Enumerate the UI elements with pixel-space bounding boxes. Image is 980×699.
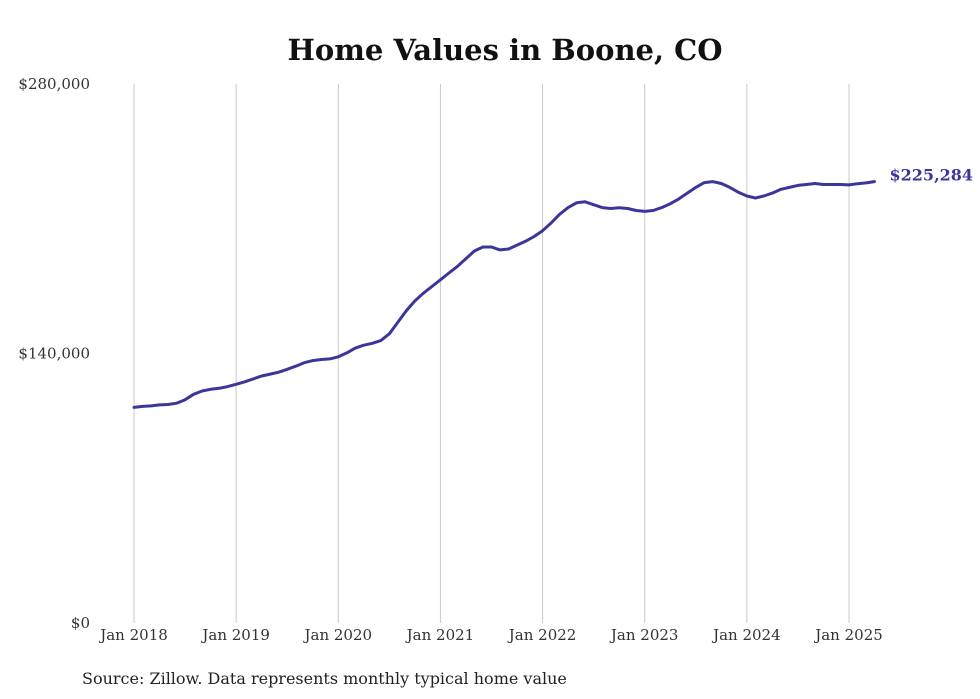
x-tick-label: Jan 2025 — [813, 626, 883, 644]
y-tick-label: $280,000 — [18, 75, 90, 93]
y-tick-label: $0 — [71, 614, 90, 632]
x-axis: Jan 2018 Jan 2019 Jan 2020 Jan 2021 Jan 2022… — [98, 626, 883, 644]
y-axis: $0 $140,000 $280,000 — [18, 75, 90, 632]
x-tick-label: Jan 2024 — [711, 626, 781, 644]
last-value-label: $225,284 — [890, 166, 974, 185]
x-tick-label: Jan 2021 — [405, 626, 475, 644]
x-tick-label: Jan 2018 — [98, 626, 168, 644]
x-tick-label: Jan 2023 — [609, 626, 679, 644]
gridlines — [133, 84, 850, 623]
x-tick-label: Jan 2019 — [200, 626, 270, 644]
source-note: Source: Zillow. Data represents monthly … — [82, 669, 567, 688]
home-value-line — [132, 180, 876, 409]
y-tick-label: $140,000 — [18, 345, 90, 363]
x-tick-label: Jan 2020 — [303, 626, 373, 644]
chart-title: Home Values in Boone, CO — [287, 33, 722, 67]
x-tick-label: Jan 2022 — [507, 626, 577, 644]
